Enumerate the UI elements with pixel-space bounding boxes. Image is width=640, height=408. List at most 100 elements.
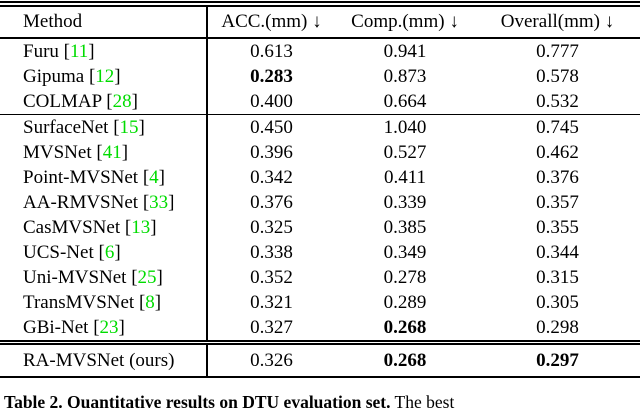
table-row: SurfaceNet [15] 0.450 1.040 0.745: [0, 114, 640, 140]
bracket-close: ]: [158, 166, 165, 188]
bracket-open: [: [138, 191, 150, 213]
method-name: RA-MVSNet (ours): [23, 349, 175, 371]
table-row: COLMAP [28] 0.400 0.664 0.532: [0, 89, 640, 115]
comp-value: 0.411: [383, 166, 427, 188]
table-caption: Table 2. Quantitative results on DTU eva…: [4, 392, 636, 408]
bracket-close: ]: [114, 65, 121, 87]
bracket-open: [: [120, 216, 132, 238]
method-cell: Gipuma [12]: [0, 64, 208, 89]
acc-value: 0.321: [250, 291, 293, 313]
method-name: Gipuma: [23, 65, 85, 87]
col-header-acc: ACC.(mm) ↓: [221, 11, 322, 32]
col-header-method: Method: [0, 4, 208, 38]
overall-value: 0.578: [536, 65, 579, 87]
method-cell: CasMVSNet [13]: [0, 215, 208, 240]
citation-link[interactable]: 4: [149, 166, 159, 188]
citation-link[interactable]: 15: [119, 116, 139, 138]
method-cell: TransMVSNet [8]: [0, 290, 208, 315]
bracket-open: [: [138, 166, 150, 188]
bracket-close: ]: [131, 90, 138, 112]
citation-link[interactable]: 25: [137, 266, 157, 288]
citation-link[interactable]: 13: [131, 216, 151, 238]
citation-link[interactable]: 11: [69, 40, 89, 62]
citation-link[interactable]: 12: [95, 65, 115, 87]
caption-text: The best: [390, 392, 455, 408]
results-table: Method ACC.(mm) ↓ Comp.(mm) ↓ Overall(mm…: [0, 1, 640, 378]
acc-value: 0.400: [250, 90, 293, 112]
bracket-open: [: [134, 291, 146, 313]
table-row: GBi-Net [23] 0.327 0.268 0.298: [0, 315, 640, 343]
acc-value: 0.376: [250, 191, 293, 213]
table-header-row: Method ACC.(mm) ↓ Comp.(mm) ↓ Overall(mm…: [0, 4, 640, 38]
table-row: Furu [11] 0.613 0.941 0.777: [0, 38, 640, 64]
overall-value: 0.357: [536, 191, 579, 213]
acc-value: 0.352: [250, 266, 293, 288]
comp-value: 0.339: [383, 191, 427, 213]
bracket-close: ]: [118, 316, 125, 338]
method-cell: MVSNet [41]: [0, 140, 208, 165]
acc-value: 0.342: [250, 166, 293, 188]
table-group-traditional: Furu [11] 0.613 0.941 0.777 Gipuma [12] 0.283…: [0, 38, 640, 115]
acc-value: 0.326: [250, 349, 293, 371]
method-cell: COLMAP [28]: [0, 89, 208, 115]
caption-title: Table 2. Quantitative results on DTU eva…: [4, 392, 391, 408]
col-header-overall: Overall(mm) ↓: [500, 11, 615, 32]
bracket-close: ]: [88, 40, 95, 62]
citation-link[interactable]: 41: [102, 141, 122, 163]
method-cell: GBi-Net [23]: [0, 315, 208, 343]
table-row: UCS-Net [6] 0.338 0.349 0.344: [0, 240, 640, 265]
method-name: COLMAP: [23, 90, 102, 112]
comp-value: 0.385: [383, 216, 427, 238]
comp-value: 0.268: [383, 349, 427, 371]
bracket-open: [: [108, 116, 120, 138]
bracket-close: ]: [156, 266, 163, 288]
overall-value: 0.745: [536, 116, 579, 138]
acc-value: 0.338: [250, 241, 293, 263]
overall-value: 0.297: [536, 349, 579, 371]
table-row: Gipuma [12] 0.283 0.873 0.578: [0, 64, 640, 89]
table-row: RA-MVSNet (ours) 0.326 0.268 0.297: [0, 342, 640, 377]
overall-value: 0.344: [536, 241, 579, 263]
comp-value: 0.268: [383, 316, 427, 338]
overall-value: 0.777: [536, 40, 579, 62]
method-name: SurfaceNet: [23, 116, 109, 138]
table-group-learning: SurfaceNet [15] 0.450 1.040 0.745 MVSNet [41…: [0, 114, 640, 343]
bracket-close: ]: [138, 116, 145, 138]
overall-value: 0.315: [536, 266, 579, 288]
bracket-open: [: [93, 241, 105, 263]
comp-value: 0.873: [383, 65, 427, 87]
bracket-open: [: [126, 266, 138, 288]
citation-link[interactable]: 23: [99, 316, 119, 338]
bracket-close: ]: [114, 241, 121, 263]
method-cell: SurfaceNet [15]: [0, 114, 208, 140]
table-row: MVSNet [41] 0.396 0.527 0.462: [0, 140, 640, 165]
overall-value: 0.462: [536, 141, 579, 163]
acc-value: 0.327: [250, 316, 293, 338]
bracket-close: ]: [150, 216, 157, 238]
bracket-open: [: [101, 90, 113, 112]
method-cell: RA-MVSNet (ours): [0, 342, 208, 377]
method-cell: Point-MVSNet [4]: [0, 165, 208, 190]
method-cell: UCS-Net [6]: [0, 240, 208, 265]
method-name: CasMVSNet: [23, 216, 121, 238]
citation-link[interactable]: 8: [145, 291, 155, 313]
acc-value: 0.450: [250, 116, 293, 138]
acc-value: 0.283: [250, 65, 293, 87]
citation-link[interactable]: 33: [149, 191, 169, 213]
overall-value: 0.532: [536, 90, 579, 112]
citation-link[interactable]: 28: [112, 90, 132, 112]
method-name: MVSNet: [23, 141, 92, 163]
acc-value: 0.613: [250, 40, 293, 62]
method-name: Point-MVSNet: [23, 166, 139, 188]
table-row: Point-MVSNet [4] 0.342 0.411 0.376: [0, 165, 640, 190]
method-cell: AA-RMVSNet [33]: [0, 190, 208, 215]
method-cell: Furu [11]: [0, 38, 208, 64]
overall-value: 0.355: [536, 216, 579, 238]
table-row: Uni-MVSNet [25] 0.352 0.278 0.315: [0, 265, 640, 290]
acc-value: 0.325: [250, 216, 293, 238]
method-name: GBi-Net: [23, 316, 89, 338]
citation-link[interactable]: 6: [104, 241, 115, 263]
comp-value: 0.664: [383, 90, 427, 112]
bracket-close: ]: [121, 141, 129, 163]
